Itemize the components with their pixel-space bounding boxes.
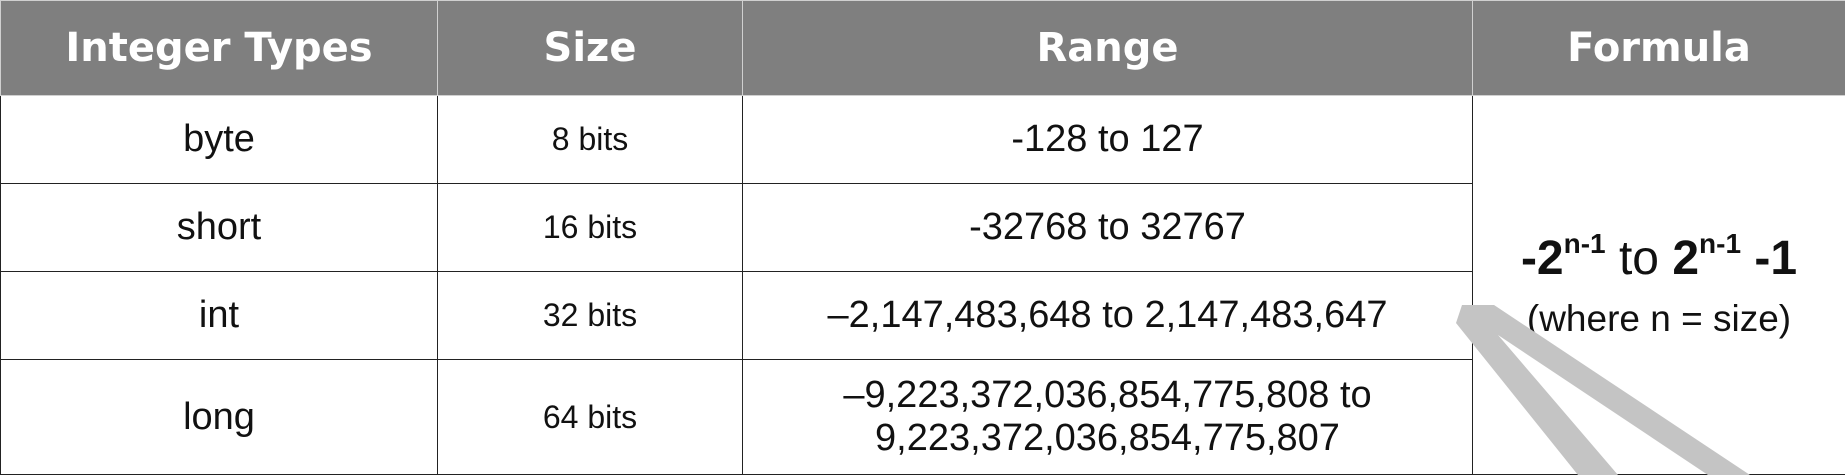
range-cell: –9,223,372,036,854,775,808 to 9,223,372,…: [742, 359, 1473, 475]
range-text: –2,147,483,648 to 2,147,483,647: [827, 294, 1388, 337]
formula-neg-base: -2: [1520, 232, 1564, 286]
table-row: byte 8 bits -128 to 127 -2n-1 to 2n-1 -1…: [0, 94, 1845, 475]
range-text: -32768 to 32767: [969, 205, 1246, 248]
formula-base: 2: [1672, 232, 1700, 286]
header-row: Integer Types Size Range Formula: [0, 0, 1845, 96]
formula-exponent-2: n-1: [1699, 228, 1742, 260]
formula-tail: -1: [1741, 232, 1798, 286]
type-cell: long: [0, 359, 438, 475]
table-row: short 16 bits -32768 to 32767: [0, 183, 1845, 273]
type-cell: byte: [0, 94, 438, 185]
range-cell: -32768 to 32767: [742, 183, 1473, 273]
range-text-line-2: 9,223,372,036,854,775,807: [875, 417, 1340, 460]
header-range: Range: [742, 0, 1473, 96]
table-row: int 32 bits –2,147,483,648 to 2,147,483,…: [0, 271, 1845, 361]
formula-cell: -2n-1 to 2n-1 -1 (where n = size): [1472, 95, 1845, 475]
size-cell: 8 bits: [437, 94, 743, 185]
range-cell: –2,147,483,648 to 2,147,483,647: [742, 271, 1473, 361]
size-cell: 64 bits: [437, 359, 743, 475]
range-text-line-1: –9,223,372,036,854,775,808 to: [843, 373, 1372, 416]
size-cell: 16 bits: [437, 183, 743, 273]
type-cell: short: [0, 183, 438, 273]
header-formula: Formula: [1472, 0, 1845, 96]
size-cell: 32 bits: [437, 271, 743, 361]
header-integer-types: Integer Types: [0, 0, 438, 96]
formula-expression: -2n-1 to 2n-1 -1: [1473, 228, 1845, 288]
range-cell: -128 to 127: [742, 94, 1473, 185]
formula-exponent-1: n-1: [1563, 228, 1606, 260]
formula-to: to: [1605, 232, 1673, 286]
range-text: -128 to 127: [1011, 117, 1204, 160]
header-size: Size: [437, 0, 743, 96]
table-row: long 64 bits –9,223,372,036,854,775,808 …: [0, 359, 1845, 475]
formula-note: (where n = size): [1526, 297, 1792, 339]
type-cell: int: [0, 271, 438, 361]
